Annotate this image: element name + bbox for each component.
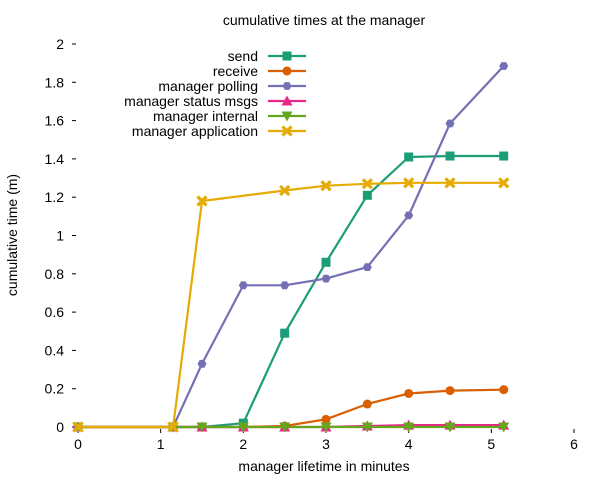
data-point-manager-application <box>279 184 291 197</box>
data-point-receive <box>321 414 331 424</box>
data-point-manager-application <box>72 421 84 433</box>
series-line-manager-polling <box>78 65 505 429</box>
data-point-receive <box>404 388 414 398</box>
legend-marker-manager-polling <box>282 82 292 90</box>
chart-title: cumulative times at the manager <box>223 12 426 28</box>
data-point-manager-polling <box>197 359 207 368</box>
legend-label-manager-polling: manager polling <box>158 78 258 94</box>
y-tick-label: 1.8 <box>45 74 65 90</box>
data-point-manager-internal <box>279 422 291 433</box>
data-point-send <box>362 190 372 200</box>
data-point-receive <box>362 399 372 409</box>
legend-label-manager-internal: manager internal <box>153 108 258 124</box>
data-point-manager-application <box>320 180 332 192</box>
data-point-manager-application <box>167 421 179 433</box>
x-axis-label: manager lifetime in minutes <box>238 458 409 474</box>
data-point-manager-application <box>403 177 415 189</box>
x-tick-label: 5 <box>487 436 495 452</box>
series-send <box>73 151 509 432</box>
data-point-manager-internal <box>444 422 456 433</box>
data-point-send <box>445 151 455 161</box>
data-point-manager-polling <box>321 274 331 283</box>
data-point-manager-internal <box>403 422 415 433</box>
data-point-manager-internal <box>237 422 249 433</box>
data-point-manager-application <box>196 195 208 207</box>
legend-label-manager-status-msgs: manager status msgs <box>124 93 258 109</box>
y-axis-label: cumulative time (m) <box>4 174 20 296</box>
data-point-manager-application <box>498 177 510 189</box>
data-point-manager-polling <box>362 263 372 271</box>
data-point-send <box>499 151 509 161</box>
data-point-manager-application <box>444 177 456 189</box>
legend-marker-manager-status-msgs <box>281 95 293 106</box>
data-point-manager-polling <box>280 281 290 290</box>
data-point-manager-polling <box>404 211 414 220</box>
x-tick-label: 6 <box>570 436 578 452</box>
data-point-manager-internal <box>196 422 208 433</box>
data-point-send <box>321 257 331 267</box>
data-point-manager-internal <box>320 422 332 433</box>
data-point-receive <box>499 385 509 395</box>
data-point-manager-polling <box>499 62 509 70</box>
data-point-receive <box>445 386 455 396</box>
x-tick-label: 4 <box>405 436 413 452</box>
legend-marker-send <box>282 51 292 61</box>
legend-label-receive: receive <box>213 63 258 79</box>
legend-marker-manager-application <box>281 125 293 137</box>
y-tick-label: 1.2 <box>45 189 65 205</box>
series-line-receive <box>78 388 504 429</box>
x-tick-label: 1 <box>157 436 165 452</box>
y-tick-label: 0.6 <box>45 304 65 320</box>
series-layer <box>72 62 510 433</box>
y-tick-label: 1 <box>56 228 64 244</box>
y-tick-label: 1.6 <box>45 113 65 129</box>
legend-label-manager-application: manager application <box>132 123 258 139</box>
series-manager-polling <box>73 62 509 431</box>
legend-marker-receive <box>282 66 292 76</box>
axes: 0 0.2 0.4 0.6 0.8 1 1.2 1.4 1.6 1.8 2 0 1 2 3 4 5 6 <box>45 36 579 452</box>
data-point-manager-internal <box>498 422 510 433</box>
legend-label-send: send <box>228 48 258 64</box>
data-point-send <box>404 152 414 162</box>
y-tick-label: 0.2 <box>45 381 65 397</box>
legend-marker-manager-internal <box>281 111 293 122</box>
series-manager-application <box>72 177 510 433</box>
series-line-send <box>78 154 504 429</box>
y-tick-label: 1.4 <box>45 151 65 167</box>
x-tick-label: 0 <box>74 436 82 452</box>
data-point-manager-internal <box>361 422 373 433</box>
x-tick-label: 2 <box>239 436 247 452</box>
data-point-send <box>280 328 290 338</box>
y-tick-label: 0 <box>56 419 64 435</box>
y-tick-label: 0.8 <box>45 266 65 282</box>
data-point-manager-polling <box>445 119 455 128</box>
data-point-manager-application <box>361 178 373 190</box>
data-point-manager-polling <box>238 281 248 290</box>
y-tick-label: 0.4 <box>45 342 65 358</box>
x-tick-label: 3 <box>322 436 330 452</box>
y-tick-label: 2 <box>56 36 64 52</box>
